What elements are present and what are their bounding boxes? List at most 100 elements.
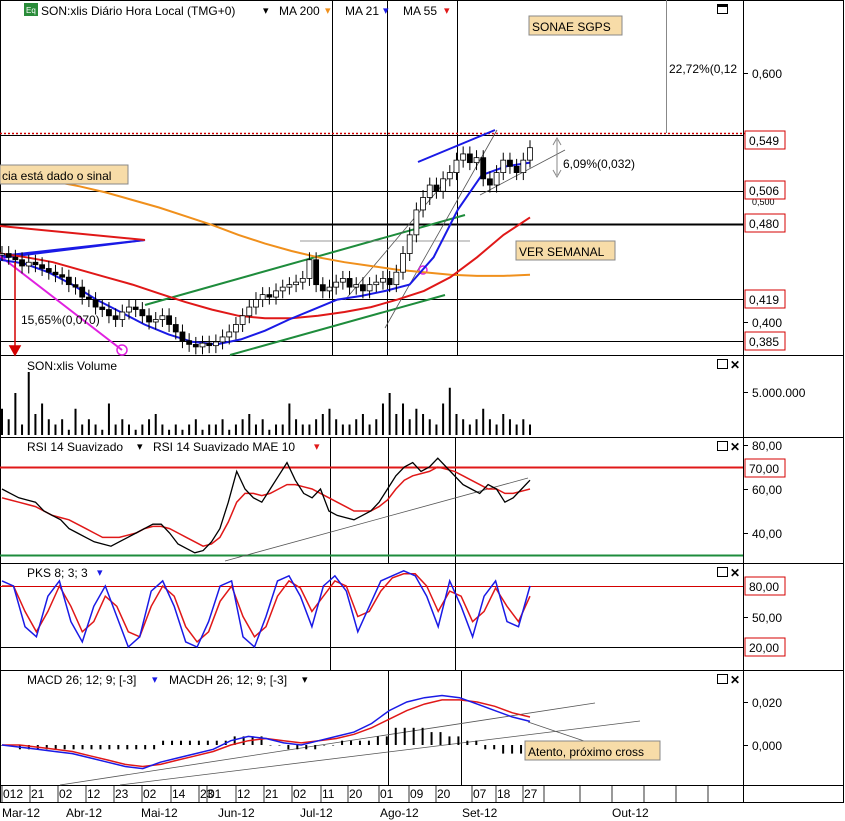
macd-label[interactable]: MACD 26; 12; 9; [-3] — [27, 673, 136, 687]
volume-bar — [321, 414, 324, 435]
signal-note-box[interactable] — [0, 164, 129, 185]
pks-label[interactable]: PKS 8; 3; 3 — [27, 566, 88, 580]
chart-title[interactable]: SON:xlis Diário Hora Local (TMG+0) — [41, 4, 235, 18]
rsi-label[interactable]: RSI 14 Suavizado — [27, 440, 123, 454]
macd-note-box[interactable] — [524, 740, 661, 761]
macdh-bar — [179, 740, 182, 745]
candle-body — [466, 153, 473, 164]
close-icon[interactable]: ✕ — [730, 440, 740, 454]
axis-label-partial: 0,500 — [752, 197, 775, 207]
dropdown-arrow-icon[interactable]: ▾ — [137, 441, 143, 453]
dropdown-arrow-icon[interactable]: ▾ — [325, 5, 331, 17]
candle-body — [286, 284, 293, 288]
candle-body — [440, 178, 447, 192]
candle-body — [406, 234, 413, 254]
macdh-label[interactable]: MACDH 26; 12; 9; [-3] — [169, 673, 287, 687]
macdh-bar — [332, 745, 335, 746]
macdh-bar — [305, 745, 308, 750]
candle-body — [259, 294, 266, 300]
x-axis-day-label: 14 — [172, 787, 186, 801]
pks-level-label: 20,00 — [749, 641, 779, 655]
volume-bar — [14, 393, 17, 435]
close-icon[interactable]: ✕ — [730, 566, 740, 580]
macdh-bar — [457, 736, 460, 745]
dropdown-arrow-icon[interactable]: ▾ — [383, 5, 389, 17]
price-box-label: 0,549 — [749, 134, 779, 148]
rsi-mae-label[interactable]: RSI 14 Suavizado MAE 10 — [153, 440, 295, 454]
candle-body — [85, 296, 92, 300]
chart-icon[interactable] — [24, 3, 38, 16]
macdh-bar — [45, 745, 48, 750]
macdh-bar — [278, 745, 281, 746]
volume-bar — [435, 424, 438, 435]
candle-body — [159, 315, 166, 320]
axis-label: 5.000.000 — [752, 386, 806, 400]
dropdown-arrow-icon[interactable]: ▾ — [97, 567, 103, 579]
volume-bar — [134, 429, 137, 435]
maximize-icon[interactable] — [717, 441, 728, 451]
dropdown-arrow-icon[interactable]: ▾ — [444, 5, 450, 17]
x-axis-day-label: 21 — [265, 787, 279, 801]
close-icon[interactable]: ✕ — [730, 673, 740, 687]
maximize-icon[interactable] — [717, 4, 728, 14]
candle-body — [299, 278, 306, 283]
candle-body — [500, 159, 507, 173]
candle-body — [152, 319, 159, 323]
volume-bars — [1, 372, 531, 435]
candle-body — [92, 299, 99, 308]
volume-bar — [254, 424, 257, 435]
macdh-bar — [341, 740, 344, 745]
candle-body — [446, 172, 453, 180]
macdh-bar — [466, 740, 469, 745]
candle-body — [373, 281, 380, 286]
weekly-note-box[interactable] — [515, 240, 616, 261]
candle-body — [246, 306, 253, 317]
volume-bar — [288, 403, 291, 435]
dropdown-arrow-icon[interactable]: ▾ — [152, 674, 158, 686]
candle-body — [199, 342, 206, 348]
candle-body — [360, 284, 366, 292]
pks-level-box — [744, 576, 786, 596]
dropdown-arrow-icon[interactable]: ▾ — [263, 5, 269, 17]
candle-body — [513, 165, 520, 173]
macdh-bar — [81, 745, 84, 750]
company-label-box[interactable] — [528, 15, 623, 36]
maximize-icon[interactable] — [717, 674, 728, 684]
ma200-legend[interactable]: MA 200 — [279, 4, 320, 18]
candle-body — [426, 184, 433, 198]
macdh-bar — [233, 736, 236, 745]
macdh-bar — [367, 740, 370, 745]
macdh-bar — [242, 736, 245, 745]
candle-body — [453, 159, 460, 173]
volume-bar — [101, 429, 104, 435]
volume-bar — [248, 414, 251, 435]
maximize-icon[interactable] — [717, 567, 728, 577]
candle-body — [346, 278, 353, 288]
volume-bar — [361, 414, 364, 435]
candle-body — [146, 315, 152, 323]
company-label: SONAE SGPS — [532, 20, 611, 34]
magenta-marker — [418, 265, 428, 275]
rsi-level-box — [744, 458, 786, 478]
x-axis-month-label: Mar-12 — [2, 806, 40, 820]
x-axis-month-label: Jun-12 — [218, 806, 255, 820]
volume-bar — [281, 424, 284, 435]
volume-bar — [81, 424, 84, 435]
macdh-bar — [484, 745, 487, 750]
x-axis-day-label: 23 — [115, 787, 129, 801]
weekly-note: VER SEMANAL — [519, 245, 605, 259]
ma55-legend[interactable]: MA 55 — [403, 4, 437, 18]
maximize-icon[interactable] — [717, 359, 728, 369]
candle-body — [59, 274, 66, 278]
dropdown-arrow-icon[interactable]: ▾ — [314, 441, 320, 453]
candle-body — [106, 309, 112, 317]
dropdown-arrow-icon[interactable]: ▾ — [302, 674, 308, 686]
macd-note: Atento, próximo cross — [528, 745, 644, 759]
close-icon[interactable]: ✕ — [730, 358, 740, 372]
macdh-bar — [475, 740, 478, 745]
ma21-legend[interactable]: MA 21 — [345, 4, 379, 18]
price-box-label: 0,385 — [749, 335, 779, 349]
volume-bar — [301, 424, 304, 435]
vertical-markers — [330, 0, 462, 785]
